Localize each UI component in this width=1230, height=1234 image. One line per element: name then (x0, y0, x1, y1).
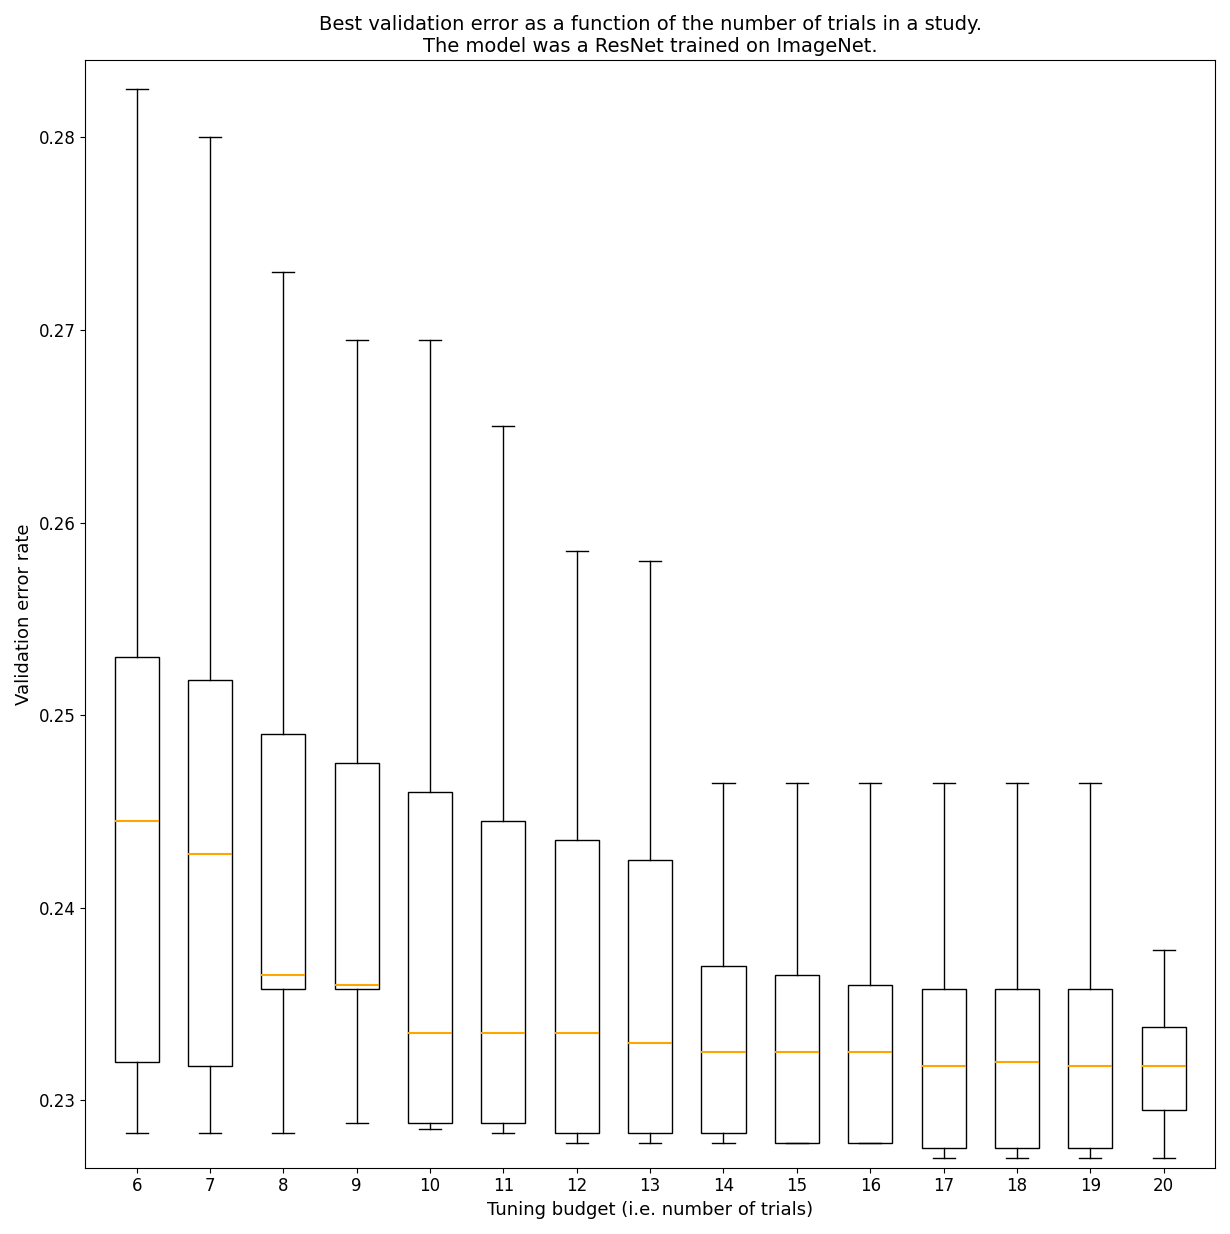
PathPatch shape (701, 965, 745, 1133)
PathPatch shape (995, 988, 1039, 1149)
Y-axis label: Validation error rate: Validation error rate (15, 523, 33, 705)
PathPatch shape (1069, 988, 1112, 1149)
X-axis label: Tuning budget (i.e. number of trials): Tuning budget (i.e. number of trials) (487, 1201, 813, 1219)
PathPatch shape (775, 975, 819, 1143)
PathPatch shape (629, 860, 672, 1133)
PathPatch shape (261, 734, 305, 988)
PathPatch shape (335, 764, 379, 988)
PathPatch shape (555, 840, 599, 1133)
PathPatch shape (408, 792, 453, 1123)
PathPatch shape (188, 680, 232, 1066)
PathPatch shape (849, 985, 892, 1143)
Title: Best validation error as a function of the number of trials in a study.
The mode: Best validation error as a function of t… (319, 15, 982, 56)
PathPatch shape (114, 658, 159, 1061)
PathPatch shape (481, 821, 525, 1123)
PathPatch shape (921, 988, 966, 1149)
PathPatch shape (1141, 1027, 1186, 1109)
